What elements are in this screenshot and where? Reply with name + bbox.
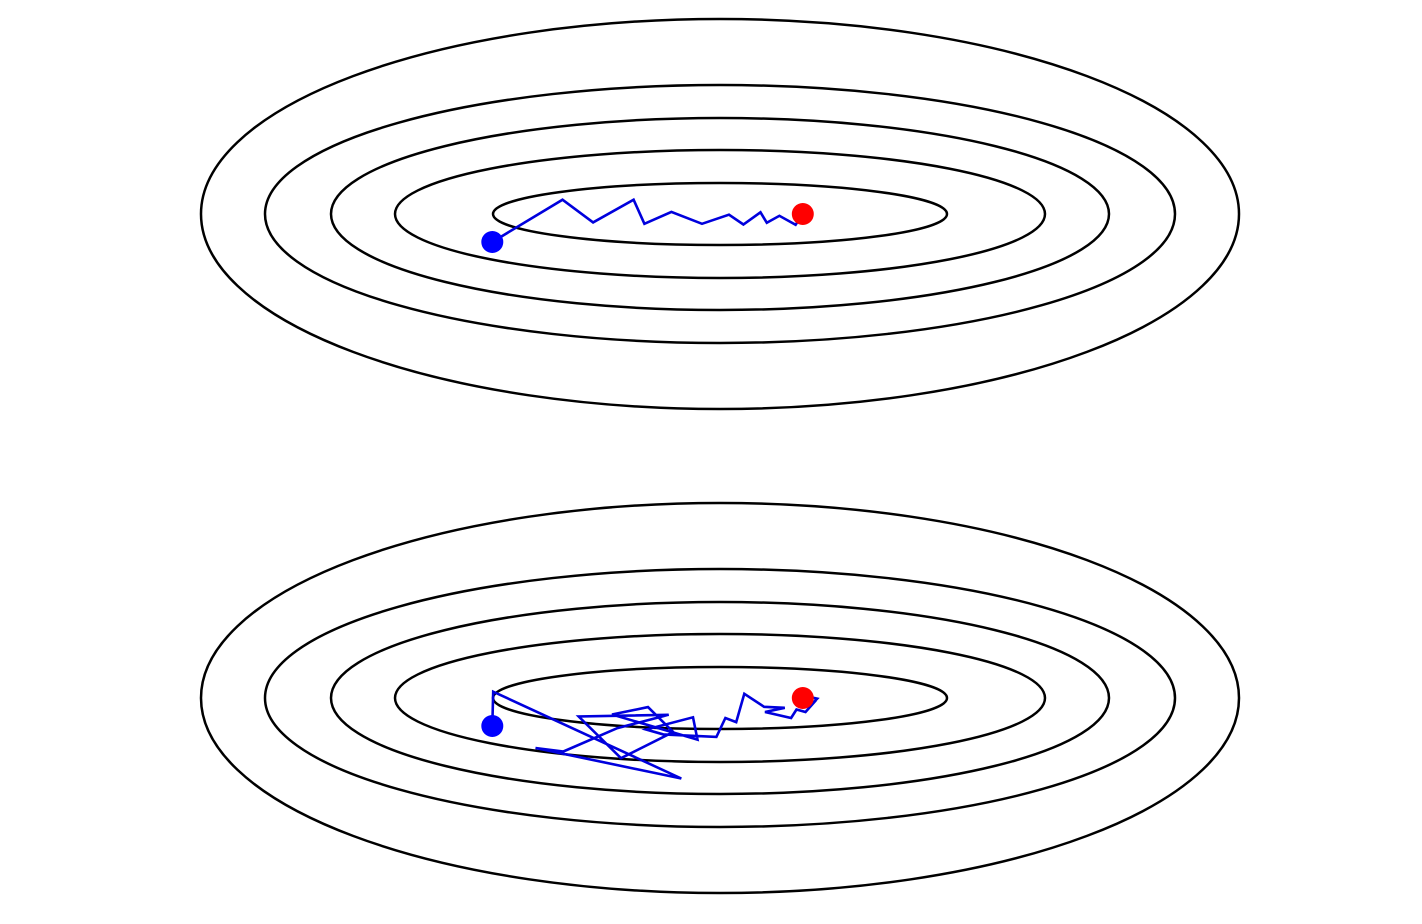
minimum-point-marker: [791, 203, 814, 225]
contour-level-4: [263, 567, 1177, 829]
optimization-path: [491, 689, 820, 780]
contour-level-1: [491, 181, 949, 247]
contour-level-5: [199, 17, 1241, 411]
start-point-marker: [481, 231, 504, 253]
contour-level-3: [329, 600, 1111, 796]
optimization-path: [491, 197, 804, 244]
contour-level-1: [491, 665, 949, 731]
contour-level-5: [199, 501, 1241, 895]
minimum-point-marker: [791, 687, 814, 709]
contour-level-2: [393, 632, 1047, 764]
start-point-marker: [481, 715, 504, 737]
contour-level-3: [329, 116, 1111, 312]
contour-level-2: [393, 148, 1047, 280]
panel-bottom-noisy-descent: [199, 501, 1241, 895]
contour-level-4: [263, 83, 1177, 345]
panel-top-smooth-descent: [199, 17, 1241, 411]
